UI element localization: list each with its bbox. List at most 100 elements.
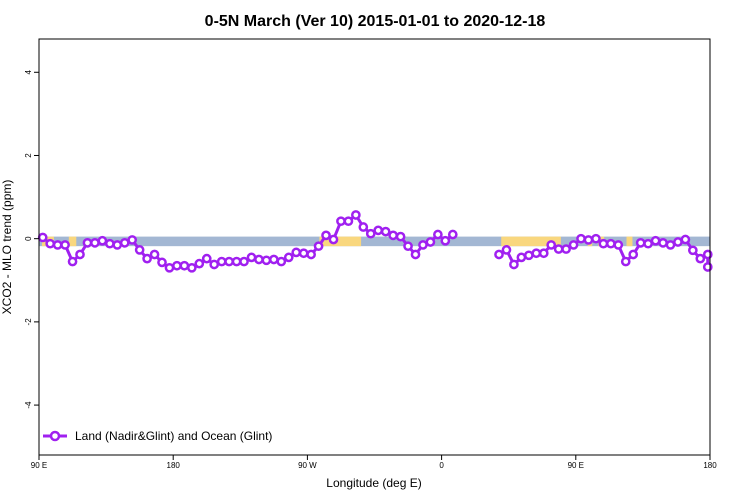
data-point [418,240,428,250]
data-point [605,238,616,249]
data-point [576,233,586,244]
data-point [52,240,63,250]
data-point [628,249,639,260]
data-point [336,216,346,227]
data-point [695,253,706,264]
data-point [546,240,557,250]
data-point [269,254,279,265]
data-point [157,257,167,268]
data-point [209,259,220,270]
data-point [583,235,594,245]
chart-title: 0-5N March (Ver 10) 2015-01-01 to 2020-1… [205,13,546,30]
data-point [313,241,324,252]
data-point [45,238,56,249]
y-tick-label: 2 [24,153,33,158]
data-point [523,250,534,261]
data-point [673,237,683,247]
data-point [509,259,519,270]
x-tick-label: 0 [439,461,444,470]
band-highlight [626,236,633,247]
x-tick-label: 90 W [298,461,317,470]
legend-label: Land (Nadir&Glint) and Ocean (Glint) [75,429,272,443]
data-point [440,235,451,246]
data-point [328,234,339,245]
data-point [75,249,85,260]
data-point [60,240,70,250]
x-axis: 90 E 180 90 W 0 90 E 180 [31,455,717,470]
data-point [127,235,138,245]
data-point [358,222,369,232]
data-point [283,252,294,263]
data-point [650,235,661,246]
data-point [231,256,242,267]
data-point [494,249,504,260]
data-point [321,230,331,241]
data-point [298,248,309,259]
data-point [164,262,175,273]
data-point [149,249,160,260]
data-point [425,237,436,247]
data-point [635,237,646,248]
data-point [261,255,272,266]
data-point [447,229,458,240]
y-tick-label: 0 [24,236,33,241]
data-point [37,232,48,243]
data-point [665,240,676,250]
band-highlight [501,236,561,247]
data-point [658,237,668,248]
y-axis: 4 2 0 -2 -4 [24,70,39,409]
data-point [172,260,182,271]
data-point [142,253,152,264]
data-point [291,247,302,258]
data-point [380,226,391,237]
data-point [246,252,257,263]
band-highlight [319,236,362,247]
y-tick-label: 4 [24,70,33,75]
data-point [403,241,413,252]
data-point [620,256,631,267]
band-highlight [68,236,77,247]
data-point [119,237,130,248]
series-layer [37,210,713,273]
data-point [179,260,190,271]
data-point [516,252,527,263]
data-point [680,234,691,245]
data-point [351,210,361,220]
y-tick-label: -2 [24,318,33,326]
data-point [365,228,376,239]
data-point [561,244,571,254]
data-point [395,231,406,242]
data-point [538,248,549,259]
data-point [224,256,234,267]
data-point [598,238,609,249]
data-point [104,238,115,249]
data-point [90,237,100,248]
data-point [568,240,579,250]
data-point [194,258,205,269]
data-point [276,256,287,267]
data-point [97,235,108,246]
data-point [613,240,624,250]
data-point [186,262,197,273]
data-point [643,238,653,249]
data-point [112,240,123,250]
data-point [501,245,512,255]
data-point [373,225,384,236]
data-point [688,245,698,256]
data-point [239,256,249,267]
data-point [306,249,316,260]
data-point [433,229,443,240]
data-point [67,256,78,267]
data-point [216,256,227,267]
data-point [201,253,212,264]
band [39,236,710,247]
data-point [553,244,564,254]
y-tick-label: -4 [24,401,33,409]
data-point [82,237,93,248]
x-tick-label: 90 E [31,461,47,470]
data-point [388,230,398,241]
x-tick-label: 180 [703,461,717,470]
legend-marker [49,430,61,442]
data-point [591,233,601,244]
